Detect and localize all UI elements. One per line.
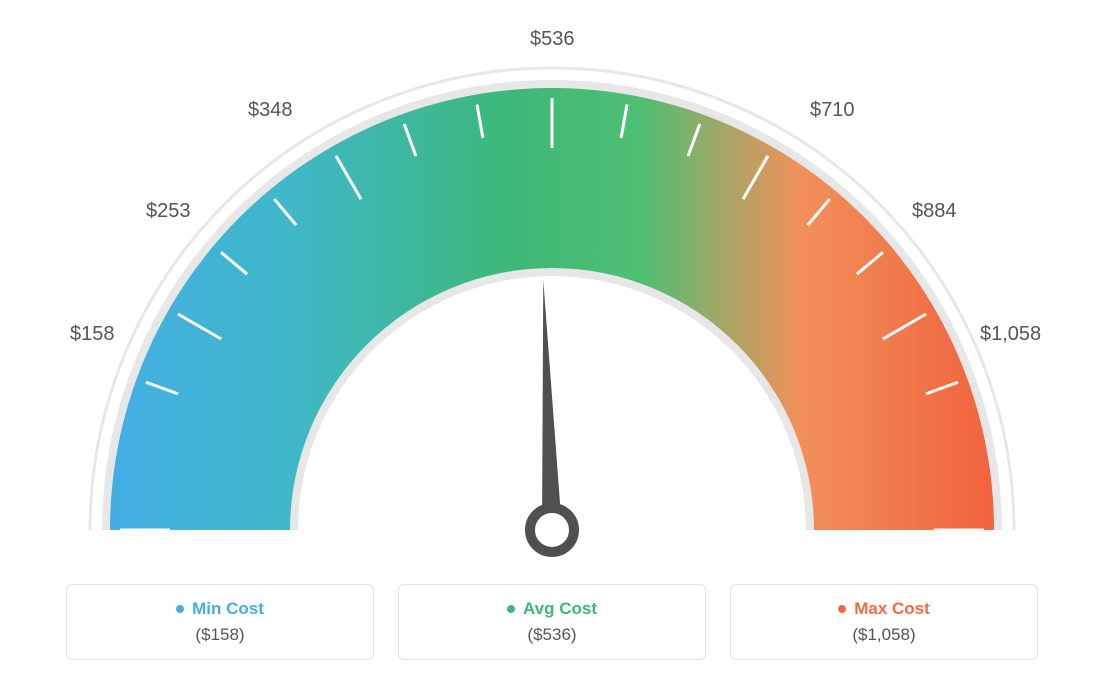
legend-dot-min xyxy=(176,605,184,613)
legend-label-min: Min Cost xyxy=(192,599,264,619)
gauge-tick-label: $536 xyxy=(530,28,575,51)
legend-box-avg: Avg Cost ($536) xyxy=(398,584,706,660)
legend-dot-max xyxy=(838,605,846,613)
legend-box-min: Min Cost ($158) xyxy=(66,584,374,660)
legend-value-avg: ($536) xyxy=(527,625,576,645)
gauge-tick-label: $348 xyxy=(248,99,293,122)
cost-gauge-chart: Min Cost ($158) Avg Cost ($536) Max Cost… xyxy=(0,0,1104,690)
gauge-tick-label: $710 xyxy=(810,99,855,122)
legend-value-max: ($1,058) xyxy=(852,625,915,645)
legend-title-max: Max Cost xyxy=(838,599,930,619)
gauge-tick-label: $884 xyxy=(912,200,957,223)
gauge-svg xyxy=(0,0,1104,580)
gauge-tick-label: $253 xyxy=(146,200,191,223)
legend-label-avg: Avg Cost xyxy=(523,599,597,619)
gauge-tick-label: $158 xyxy=(70,323,115,346)
legend-title-min: Min Cost xyxy=(176,599,264,619)
legend-value-min: ($158) xyxy=(195,625,244,645)
legend-title-avg: Avg Cost xyxy=(507,599,597,619)
legend-box-max: Max Cost ($1,058) xyxy=(730,584,1038,660)
gauge-tick-label: $1,058 xyxy=(980,323,1041,346)
legend-row: Min Cost ($158) Avg Cost ($536) Max Cost… xyxy=(66,584,1038,660)
legend-label-max: Max Cost xyxy=(854,599,930,619)
legend-dot-avg xyxy=(507,605,515,613)
